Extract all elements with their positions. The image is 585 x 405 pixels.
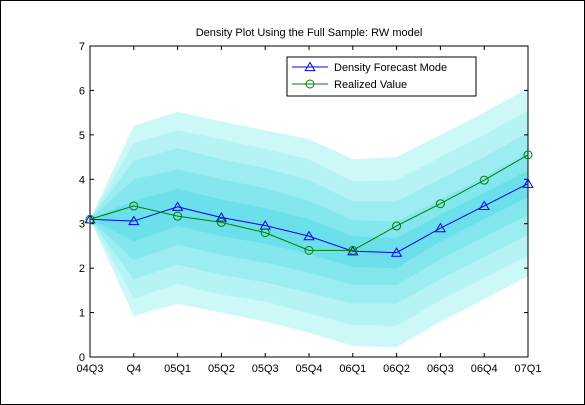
fan-bands [90, 88, 528, 347]
legend: Density Forecast Mode Realized Value [287, 57, 476, 96]
y-tick-label: 4 [79, 174, 85, 186]
y-tick-label: 7 [79, 41, 85, 53]
legend-label-realized: Realized Value [334, 79, 407, 91]
y-tick-label: 3 [79, 219, 85, 231]
x-tick-label: 05Q1 [164, 363, 191, 375]
x-tick-label: 07Q1 [515, 363, 542, 375]
x-tick-label: 06Q2 [383, 363, 410, 375]
x-tick-label: 06Q4 [471, 363, 498, 375]
y-tick-label: 2 [79, 263, 85, 275]
legend-label-forecast: Density Forecast Mode [334, 62, 447, 74]
x-tick-label: 05Q3 [252, 363, 279, 375]
x-tick-label: 06Q1 [339, 363, 366, 375]
x-tick-label: 05Q2 [208, 363, 235, 375]
chart-title: Density Plot Using the Full Sample: RW m… [196, 27, 423, 39]
x-tick-label: 06Q3 [427, 363, 454, 375]
x-tick-label: Q4 [126, 363, 141, 375]
y-tick-label: 5 [79, 130, 85, 142]
y-tick-label: 6 [79, 85, 85, 97]
x-tick-label: 05Q4 [296, 363, 323, 375]
x-tick-label: 04Q3 [77, 363, 104, 375]
y-tick-label: 1 [79, 308, 85, 320]
